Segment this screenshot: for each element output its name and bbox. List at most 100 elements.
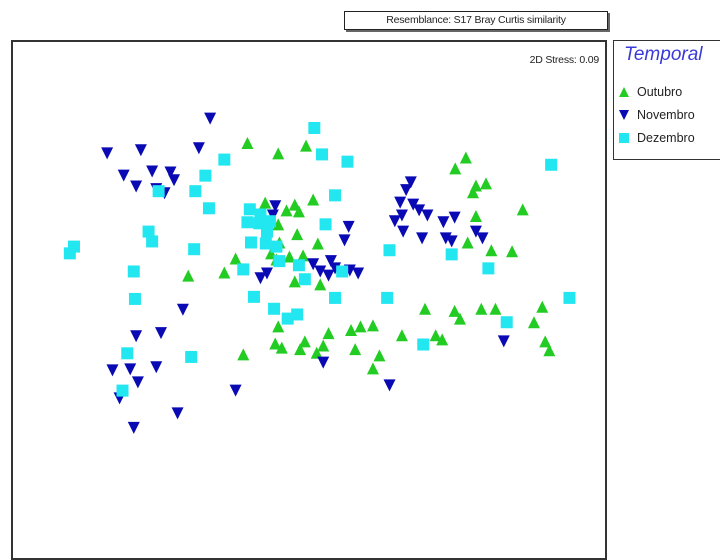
square-icon [619,133,629,143]
point-outubro-54 [373,349,386,362]
point-novembro-49 [317,356,330,369]
point-outubro-6 [480,177,493,190]
point-dezembro-35 [381,291,394,304]
point-dezembro-46 [237,263,250,276]
point-novembro-39 [254,272,267,285]
point-outubro-56 [543,344,556,357]
point-dezembro-42 [185,350,198,363]
point-novembro-44 [124,363,137,376]
triangle-down-icon [619,110,629,120]
point-outubro-31 [419,302,432,315]
point-dezembro-20 [67,240,80,253]
point-dezembro-38 [500,316,513,329]
point-novembro-21 [397,225,410,238]
point-novembro-32 [329,262,342,275]
point-outubro-47 [269,337,282,350]
triangle-up-icon [619,87,629,97]
point-novembro-24 [469,225,482,238]
point-dezembro-6 [202,202,215,215]
point-outubro-46 [539,335,552,348]
point-outubro-43 [395,329,408,342]
point-novembro-13 [394,196,407,209]
point-outubro-49 [275,341,288,354]
legend-title: Temporal [624,44,703,65]
point-novembro-15 [413,204,426,217]
point-dezembro-15 [244,236,257,249]
point-dezembro-37 [281,312,294,325]
point-novembro-42 [155,327,167,340]
point-outubro-20 [516,203,529,216]
point-dezembro-44 [218,153,231,166]
point-novembro-40 [176,303,189,316]
point-outubro-9 [288,198,301,211]
point-novembro-17 [388,215,401,228]
point-novembro-5 [146,165,159,178]
point-dezembro-40 [417,338,430,351]
point-novembro-16 [395,209,408,222]
point-outubro-53 [349,343,362,356]
point-outubro-26 [229,252,242,265]
point-outubro-39 [366,319,379,332]
point-outubro-50 [294,343,307,356]
point-dezembro-2 [341,155,354,168]
point-outubro-17 [283,250,296,263]
point-dezembro-14 [259,237,272,250]
point-outubro-10 [292,205,305,218]
point-dezembro-17 [142,225,155,238]
point-novembro-41 [130,330,143,343]
legend-item-dezembro: Dezembro [618,129,695,147]
point-outubro-52 [317,339,330,352]
point-novembro-27 [476,232,489,245]
point-outubro-34 [489,302,502,315]
point-outubro-8 [259,196,272,209]
point-outubro-1 [272,147,285,160]
legend-item-novembro: Novembro [618,106,695,124]
point-novembro-35 [322,269,335,282]
point-novembro-25 [342,220,355,233]
point-dezembro-26 [545,158,558,171]
point-novembro-12 [400,184,413,197]
point-outubro-55 [237,348,250,361]
point-novembro-34 [314,265,327,278]
point-novembro-48 [497,335,510,348]
point-outubro-37 [527,316,540,329]
point-dezembro-5 [152,185,165,198]
point-novembro-38 [352,267,365,280]
point-dezembro-3 [199,169,212,182]
point-novembro-19 [448,211,461,224]
point-dezembro-16 [270,240,283,253]
point-outubro-45 [436,333,449,346]
point-dezembro-39 [563,291,576,304]
point-novembro-29 [269,200,282,213]
point-dezembro-41 [121,347,134,360]
legend-label-outubro: Outubro [637,85,683,99]
point-dezembro-24 [383,244,396,257]
point-novembro-36 [260,267,273,280]
point-dezembro-33 [268,302,281,315]
point-novembro-6 [164,166,177,179]
point-dezembro-22 [319,218,332,231]
point-outubro-7 [466,186,479,199]
point-novembro-28 [338,234,351,247]
point-outubro-57 [366,362,379,375]
point-dezembro-34 [329,291,342,304]
point-novembro-45 [150,361,163,374]
point-novembro-0 [204,112,217,125]
resemblance-label: Resemblance: S17 Bray Curtis similarity [344,11,608,30]
point-novembro-2 [101,147,114,160]
point-novembro-23 [439,232,452,245]
point-outubro-4 [449,162,462,175]
legend: Temporal Outubro Novembro Dezembro [613,40,720,160]
point-outubro-2 [300,139,313,152]
point-outubro-29 [288,275,301,288]
point-dezembro-30 [298,273,311,286]
point-outubro-12 [280,204,293,217]
point-novembro-50 [383,379,396,392]
point-dezembro-13 [260,225,273,238]
point-dezembro-29 [292,259,305,272]
point-novembro-14 [407,198,420,211]
point-outubro-40 [345,324,358,337]
point-outubro-35 [536,300,549,313]
point-novembro-7 [168,174,181,187]
